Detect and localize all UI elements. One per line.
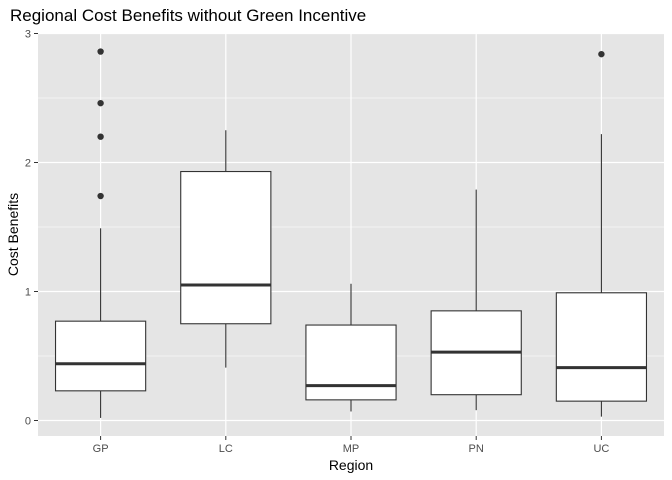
chart-title: Regional Cost Benefits without Green Inc… <box>10 6 366 25</box>
outlier-point <box>97 99 104 107</box>
x-tick-label: PN <box>469 443 484 455</box>
iqr-box <box>54 320 147 392</box>
box-lc <box>180 130 272 368</box>
iqr-box <box>555 292 648 402</box>
box-mp <box>305 283 397 412</box>
box-gp <box>54 48 147 418</box>
iqr-box <box>180 170 272 325</box>
y-axis: 0 1 2 3 <box>25 29 38 428</box>
outlier-point <box>97 192 104 200</box>
y-axis-title: Cost Benefits <box>5 193 21 276</box>
box-uc <box>555 50 648 417</box>
iqr-box <box>305 324 397 401</box>
y-tick-label: 2 <box>25 158 31 170</box>
y-tick-label: 1 <box>25 287 31 299</box>
y-tick-label: 3 <box>25 29 31 41</box>
x-tick-label: UC <box>593 443 609 455</box>
x-axis-title: Region <box>329 457 373 473</box>
outlier-point <box>598 50 605 58</box>
x-tick-label: LC <box>219 443 233 455</box>
y-tick-label: 0 <box>25 416 31 428</box>
x-tick-label: GP <box>93 443 109 455</box>
outlier-point <box>97 48 104 55</box>
outlier-point <box>97 133 104 140</box>
boxes-layer <box>54 48 648 418</box>
box-pn <box>430 189 522 411</box>
x-axis: GP LC MP PN UC <box>93 436 609 455</box>
x-tick-label: MP <box>343 443 360 455</box>
